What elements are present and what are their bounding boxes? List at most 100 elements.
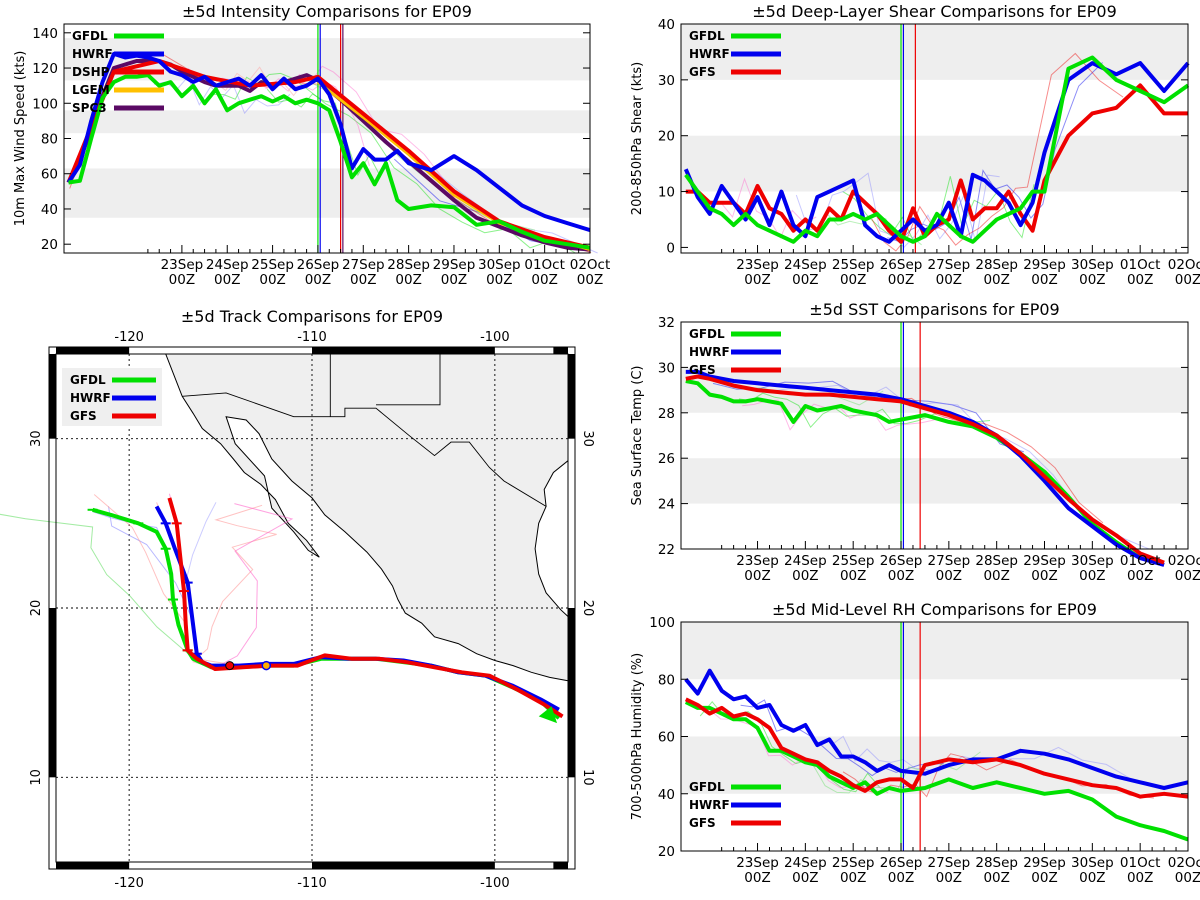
intensity-ensemble-line <box>265 65 448 184</box>
intensity-xtick-hour: 00Z <box>395 272 421 288</box>
track-start-marker <box>538 706 558 724</box>
shear-xtick-date: 24Sep <box>784 257 827 273</box>
sst-xtick-hour: 00Z <box>1127 568 1153 584</box>
shear-xtick-hour: 00Z <box>792 272 818 288</box>
intensity-ytick-label: 140 <box>32 26 58 42</box>
shear-ytick-label: 20 <box>658 129 675 145</box>
rh-ensemble-line <box>812 751 981 794</box>
intensity-band-1 <box>64 110 590 134</box>
sst-xtick-date: 30Sep <box>1071 553 1114 569</box>
shear-series-gfs <box>685 83 1188 244</box>
intensity-xtick-date: 23Sep <box>161 257 204 273</box>
intensity-xtick-hour: 00Z <box>259 272 285 288</box>
shear-xtick-hour: 00Z <box>1175 272 1200 288</box>
map-border-bar-left <box>49 354 56 439</box>
intensity-xtick-date: 25Sep <box>251 257 294 273</box>
sst-xtick-hour: 00Z <box>983 568 1009 584</box>
intensity-xtick-date: 28Sep <box>387 257 430 273</box>
sst-xtick-date: 28Sep <box>975 553 1018 569</box>
shear-series-gfdl <box>684 55 1190 244</box>
map-lon-label-bottom: -110 <box>297 876 327 891</box>
map-border-bar-bottom <box>312 862 495 869</box>
map-lat-label-right: 20 <box>580 600 595 617</box>
sst-xtick-hour: 00Z <box>792 568 818 584</box>
shear-xtick-date: 26Sep <box>880 257 923 273</box>
map-lon-label-top: -100 <box>480 330 510 345</box>
track-panel: -120 -120 -110 -110 -100 -100 10 10 20 20 30 30 ±5d … <box>0 307 595 891</box>
intensity-xtick-date: 01Oct <box>524 257 565 273</box>
rh-ytick-label: 100 <box>649 615 675 631</box>
rh-xtick-hour: 00Z <box>888 870 914 886</box>
rh-xtick-hour: 00Z <box>1127 870 1153 886</box>
sst-series-gfs <box>685 374 1165 565</box>
rh-xtick-date: 25Sep <box>832 855 875 871</box>
track-legend-label-gfs: GFS <box>70 409 97 423</box>
shear-xtick-date: 01Oct <box>1120 257 1161 273</box>
intensity-xtick-date: 02Oct <box>570 257 611 273</box>
map-border <box>182 392 547 507</box>
shear-xtick-hour: 00Z <box>936 272 962 288</box>
rh-ensemble-line <box>830 735 1131 779</box>
rh-xtick-hour: 00Z <box>1079 870 1105 886</box>
shear-ytick-label: 40 <box>658 17 675 33</box>
map-gulf-of-mexico <box>534 459 569 618</box>
rh-ylabel: 700-500hPa Humidity (%) <box>630 653 645 820</box>
sst-xtick-hour: 00Z <box>840 568 866 584</box>
intensity-ytick-label: 20 <box>41 237 58 253</box>
shear-xtick-hour: 00Z <box>840 272 866 288</box>
shear-ytick-label: 0 <box>666 240 675 256</box>
intensity-xtick-hour: 00Z <box>305 272 331 288</box>
map-lat-label-left: 30 <box>29 430 44 447</box>
shear-xtick-date: 27Sep <box>928 257 971 273</box>
rh-xtick-date: 23Sep <box>736 855 779 871</box>
intensity-ylabel: 10m Max Wind Speed (kts) <box>13 51 28 227</box>
sst-panel: 22242628303223Sep00Z24Sep00Z25Sep00Z26Se… <box>630 300 1200 584</box>
rh-title: ±5d Mid-Level RH Comparisons for EP09 <box>772 600 1097 619</box>
sst-band-0 <box>681 458 1188 504</box>
sst-xtick-hour: 00Z <box>888 568 914 584</box>
shear-ytick-label: 10 <box>658 185 675 201</box>
intensity-ytick-label: 60 <box>41 167 58 183</box>
intensity-legend-label-spc3: SPC3 <box>72 101 107 115</box>
map-border-bar-top <box>553 347 568 354</box>
rh-legend-label-hwrf: HWRF <box>689 798 730 812</box>
sst-legend-label-hwrf: HWRF <box>689 345 730 359</box>
rh-xtick-date: 26Sep <box>880 855 923 871</box>
rh-xtick-date: 30Sep <box>1071 855 1114 871</box>
shear-xtick-hour: 00Z <box>1079 272 1105 288</box>
rh-legend-label-gfdl: GFDL <box>689 780 725 794</box>
intensity-xtick-hour: 00Z <box>531 272 557 288</box>
track-legend-label-gfdl: GFDL <box>70 373 106 387</box>
map-lon-label-top: -120 <box>114 330 144 345</box>
shear-xtick-hour: 00Z <box>744 272 770 288</box>
rh-ytick-label: 20 <box>658 844 675 860</box>
map-lat-label-right: 30 <box>580 430 595 447</box>
intensity-ensemble-lines <box>69 52 598 254</box>
rh-xtick-hour: 00Z <box>936 870 962 886</box>
sst-xtick-date: 26Sep <box>880 553 923 569</box>
intensity-xtick-hour: 00Z <box>169 272 195 288</box>
map-border-bar-bottom <box>56 862 130 869</box>
map-border-bar-right <box>568 354 575 439</box>
rh-xtick-date: 02Oct <box>1168 855 1200 871</box>
intensity-xtick-hour: 00Z <box>350 272 376 288</box>
map-border-bar-top <box>56 347 130 354</box>
shear-legend-label-gfdl: GFDL <box>689 29 725 43</box>
sst-xtick-date: 02Oct <box>1168 553 1200 569</box>
map-land <box>56 353 569 682</box>
rh-xtick-hour: 00Z <box>1175 870 1200 886</box>
intensity-series-gfdl <box>68 73 591 250</box>
shear-xtick-date: 30Sep <box>1071 257 1114 273</box>
rh-series-gfdl <box>684 700 1189 842</box>
shear-panel: 01020304023Sep00Z24Sep00Z25Sep00Z26Sep00… <box>630 2 1200 288</box>
sst-ytick-label: 26 <box>658 451 675 467</box>
map-lat-label-right: 10 <box>580 769 595 786</box>
shear-xtick-date: 25Sep <box>832 257 875 273</box>
sst-title: ±5d SST Comparisons for EP09 <box>809 300 1059 319</box>
shear-series-hwrf <box>683 61 1190 244</box>
map-outer-frame <box>48 346 576 870</box>
sst-xtick-date: 01Oct <box>1120 553 1161 569</box>
sst-xtick-hour: 00Z <box>1079 568 1105 584</box>
intensity-xtick-date: 26Sep <box>297 257 340 273</box>
